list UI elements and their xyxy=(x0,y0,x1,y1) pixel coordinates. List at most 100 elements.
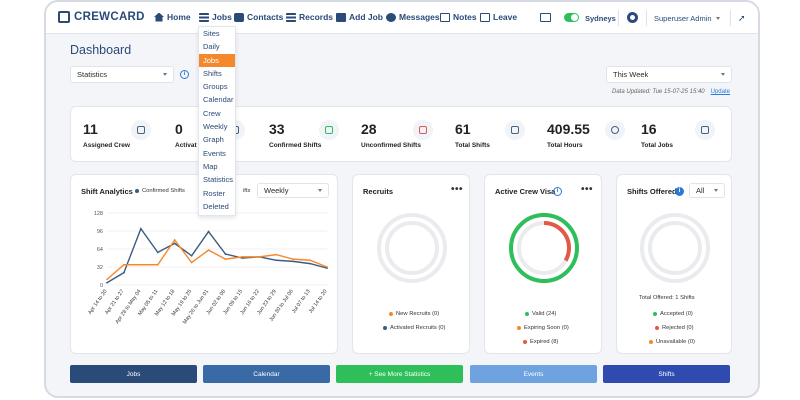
data-point xyxy=(292,258,295,261)
y-tick-label: 96 xyxy=(97,229,103,235)
data-point xyxy=(292,260,295,263)
nav-records[interactable]: Records xyxy=(286,12,333,22)
menu-item-sites[interactable]: Sites xyxy=(203,29,220,38)
stat-unconfirmed-shifts[interactable]: 28 Unconfirmed Shifts xyxy=(361,107,441,163)
data-point xyxy=(241,255,244,258)
nav-messages[interactable]: Messages xyxy=(386,12,440,22)
legend-dot xyxy=(525,312,529,316)
menu-item-jobs[interactable]: Jobs xyxy=(199,53,235,67)
confirmed-calendar-icon xyxy=(319,120,339,140)
see-more-statistics-button[interactable]: + See More Statistics xyxy=(336,365,463,383)
stat-total-hours[interactable]: 409.55 Total Hours xyxy=(547,107,631,163)
menu-item-graph[interactable]: Graph xyxy=(203,135,224,145)
data-point xyxy=(123,263,125,266)
y-tick-label: 128 xyxy=(94,211,103,217)
legend-unavailable: Unavailable (0) xyxy=(649,339,695,345)
menu-item-events[interactable]: Events xyxy=(203,148,226,158)
y-tick-label: 32 xyxy=(97,265,103,271)
legend-dot xyxy=(135,189,139,193)
legend-confirmed[interactable]: Confirmed Shifts xyxy=(135,188,185,194)
stat-value: 409.55 xyxy=(547,121,590,137)
location-toggle[interactable] xyxy=(564,13,579,22)
events-button[interactable]: Events xyxy=(470,365,597,383)
range-select[interactable]: Weekly xyxy=(257,183,329,198)
nav-home[interactable]: Home xyxy=(154,12,191,22)
pin-icon[interactable]: ➚ xyxy=(738,13,746,23)
shifts-button[interactable]: Shifts xyxy=(603,365,730,383)
menu-item-roster[interactable]: Roster xyxy=(203,188,226,198)
menu-item-statistics[interactable]: Statistics xyxy=(203,175,234,185)
monitor-icon[interactable] xyxy=(540,13,551,22)
menu-item-shifts[interactable]: Shifts xyxy=(203,68,222,78)
stat-confirmed-shifts[interactable]: 33 Confirmed Shifts xyxy=(269,107,349,163)
nav-contacts[interactable]: Contacts xyxy=(234,12,283,22)
list-icon xyxy=(199,12,209,22)
info-icon[interactable]: i xyxy=(675,187,684,196)
stat-value: 33 xyxy=(269,121,285,137)
chat-icon xyxy=(386,12,396,22)
legend-label: Rejected (0) xyxy=(662,325,694,331)
data-point xyxy=(139,227,142,230)
stat-total-jobs[interactable]: 16 Total Jobs xyxy=(641,107,721,163)
chevron-down-icon xyxy=(721,73,725,76)
stopwatch-icon xyxy=(605,120,625,140)
nav-add-job[interactable]: Add Job xyxy=(336,12,383,22)
updated-text: Data Updated: Tue 15-07-25 15:40 xyxy=(612,89,705,95)
stat-value: 16 xyxy=(641,121,657,137)
legend-label: Activated Recruits (0) xyxy=(390,325,446,331)
more-options-icon[interactable]: ••• xyxy=(451,184,464,195)
menu-item-groups[interactable]: Groups xyxy=(203,82,228,92)
stat-label: Unconfirmed Shifts xyxy=(361,142,421,149)
card-title: Shift Analytics xyxy=(81,187,133,196)
more-options-icon[interactable]: ••• xyxy=(581,184,594,195)
menu-item-daily[interactable]: Daily xyxy=(203,42,220,52)
series-line xyxy=(106,238,328,280)
data-point xyxy=(207,230,210,233)
data-point xyxy=(173,242,176,245)
menu-item-weekly[interactable]: Weekly xyxy=(203,122,228,132)
stat-total-shifts[interactable]: 61 Total Shifts xyxy=(455,107,535,163)
calendar-button[interactable]: Calendar xyxy=(203,365,330,383)
menu-item-deleted[interactable]: Deleted xyxy=(203,201,229,211)
data-point xyxy=(224,253,227,255)
chevron-down-icon xyxy=(715,17,720,20)
chevron-down-icon xyxy=(163,73,167,76)
data-point xyxy=(156,251,159,254)
update-link[interactable]: Update xyxy=(710,89,730,95)
range-select-value: Weekly xyxy=(264,186,289,195)
nav-notes[interactable]: Notes xyxy=(440,12,477,22)
card-title: Shifts Offered xyxy=(627,187,677,196)
stat-assigned-crew[interactable]: 11 Assigned Crew xyxy=(83,107,163,163)
nav-leave-label: Leave xyxy=(493,12,518,22)
info-icon[interactable]: i xyxy=(553,187,562,196)
gear-icon[interactable] xyxy=(627,12,638,23)
nav-add-job-label: Add Job xyxy=(349,12,383,22)
nav-messages-label: Messages xyxy=(399,12,440,22)
crewcard-logo[interactable]: CREWCARD xyxy=(58,11,145,23)
jobs-button[interactable]: Jobs xyxy=(70,365,197,383)
legend-expiring-soon: Expiring Soon (0) xyxy=(517,325,569,331)
records-icon xyxy=(286,12,296,22)
menu-item-calendar[interactable]: Calendar xyxy=(203,95,234,105)
data-point xyxy=(258,255,261,258)
offered-filter-select[interactable]: All xyxy=(689,183,725,198)
data-point xyxy=(156,263,159,266)
menu-item-map[interactable]: Map xyxy=(203,161,218,171)
legend-dot xyxy=(383,326,387,330)
shifts-offered-donut xyxy=(640,213,710,283)
offered-filter-value: All xyxy=(696,186,705,195)
view-select[interactable]: Statistics xyxy=(70,66,174,83)
jobs-icon xyxy=(695,120,715,140)
shift-analytics-card: Shift Analytics Confirmed Shifts ifts We… xyxy=(70,174,338,354)
info-icon[interactable]: i xyxy=(180,70,189,79)
nav-leave[interactable]: Leave xyxy=(480,12,517,22)
card-title: Active Crew Visa xyxy=(495,187,556,196)
user-menu[interactable]: Superuser Admin xyxy=(654,14,720,23)
period-select[interactable]: This Week xyxy=(606,66,732,83)
divider xyxy=(730,10,731,26)
recruits-donut xyxy=(377,213,447,283)
menu-item-crew[interactable]: Crew xyxy=(203,108,221,118)
nav-jobs[interactable]: Jobs xyxy=(199,12,232,22)
location-label: Sydneys xyxy=(585,14,616,23)
